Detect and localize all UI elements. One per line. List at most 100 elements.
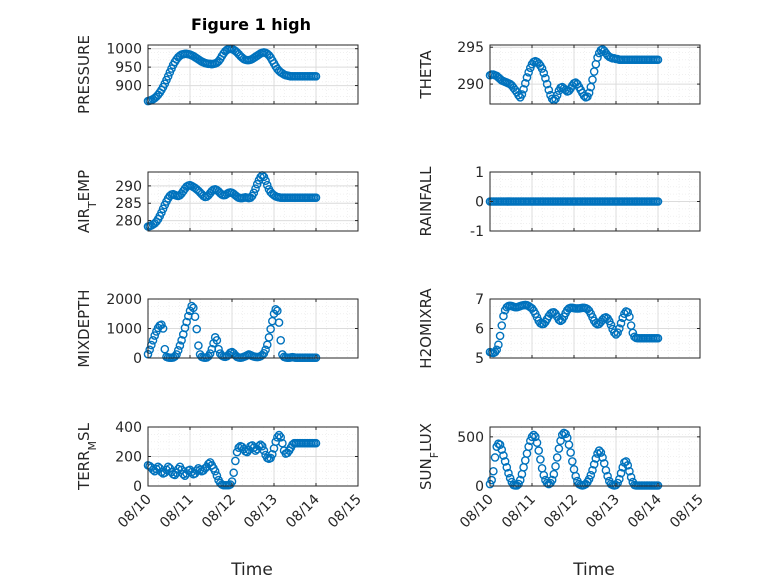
subplot-mixdepth: 0 1000 2000 MIXDEPTH xyxy=(75,289,359,368)
y-tick-label: 0 xyxy=(475,195,484,211)
data-point xyxy=(519,84,528,94)
data-point xyxy=(150,331,160,340)
y-tick-label: 295 xyxy=(457,40,484,56)
axes-box xyxy=(147,44,359,105)
data-point xyxy=(537,64,547,73)
data-point xyxy=(500,457,510,466)
data-point xyxy=(549,469,559,479)
data-point xyxy=(514,479,523,489)
y-axis-label: H2OMIXRA xyxy=(417,288,435,369)
data-point xyxy=(259,446,269,455)
y-tick-label: -1 xyxy=(470,224,484,240)
y-tick-label: 1000 xyxy=(106,42,142,58)
data-point xyxy=(504,468,513,478)
data-point xyxy=(616,468,626,478)
data-point xyxy=(544,85,554,95)
y-tick-label: 1000 xyxy=(106,322,142,338)
subplot-theta: 290 295 THETA xyxy=(417,40,701,105)
y-tick-label: 6 xyxy=(475,322,484,338)
data-point xyxy=(187,301,196,311)
data-point xyxy=(520,79,530,88)
y-tick-label: 290 xyxy=(457,77,484,93)
data-point xyxy=(536,455,545,464)
data-point xyxy=(584,88,594,98)
data-point xyxy=(571,471,580,481)
data-point xyxy=(610,328,619,337)
y-tick-label: 900 xyxy=(115,79,142,95)
data-point xyxy=(534,446,544,455)
data-point xyxy=(210,466,220,476)
y-axis-label: THETA xyxy=(417,50,435,100)
data-point xyxy=(192,324,202,334)
data-point xyxy=(588,465,597,475)
data-point xyxy=(541,73,550,83)
data-point xyxy=(273,306,282,316)
figure-title: Figure 1 high xyxy=(191,15,311,34)
data-point xyxy=(158,324,168,333)
data-point xyxy=(596,448,606,457)
data-point xyxy=(160,344,170,354)
data-point xyxy=(212,335,222,345)
data-point xyxy=(613,328,622,337)
data-point xyxy=(653,197,663,206)
data-point xyxy=(594,446,604,455)
axes-box xyxy=(489,44,701,105)
data-point xyxy=(205,349,215,358)
data-point xyxy=(268,449,277,459)
subplot-pressure: 900 950 1000 PRESSURE xyxy=(75,35,359,114)
data-point xyxy=(623,461,633,470)
data-point xyxy=(194,341,203,350)
data-point xyxy=(234,443,244,452)
y-tick-label: 500 xyxy=(457,430,484,446)
data-point xyxy=(613,478,622,488)
data-point xyxy=(554,444,564,453)
data-point xyxy=(588,75,597,84)
data-point xyxy=(547,475,557,485)
data-point xyxy=(231,456,240,466)
data-point xyxy=(311,193,321,202)
data-point xyxy=(623,307,633,317)
data-point xyxy=(177,335,186,345)
data-point xyxy=(497,445,507,454)
y-axis-label: MIXDEPTH xyxy=(75,289,93,367)
y-tick-label: 280 xyxy=(115,214,142,230)
data-point xyxy=(173,464,183,474)
data-point xyxy=(539,470,549,480)
data-point xyxy=(251,184,260,193)
y-tick-label: 290 xyxy=(115,179,142,195)
data-point xyxy=(212,471,222,480)
data-point xyxy=(625,312,634,322)
data-point xyxy=(145,345,154,355)
data-point xyxy=(487,475,496,485)
data-point xyxy=(173,346,183,355)
data-point xyxy=(175,341,185,350)
data-point xyxy=(586,470,596,480)
data-point xyxy=(589,460,599,469)
data-point xyxy=(527,432,537,442)
data-point xyxy=(621,457,631,466)
data-point xyxy=(499,311,508,321)
data-point xyxy=(551,462,560,471)
y-tick-label: 950 xyxy=(115,60,142,76)
y-axis-label: TERRMSL xyxy=(75,422,99,491)
data-point xyxy=(615,324,624,333)
data-point xyxy=(606,320,616,330)
data-point xyxy=(653,55,663,65)
y-tick-label: 5 xyxy=(475,351,484,367)
data-point xyxy=(274,430,284,440)
y-tick-label: 0 xyxy=(133,351,142,367)
data-point xyxy=(584,474,594,484)
x-axis-label-right: Time xyxy=(572,560,615,580)
data-point xyxy=(163,72,173,81)
data-point xyxy=(214,344,223,354)
y-tick-label: 1 xyxy=(475,165,484,181)
data-point xyxy=(517,90,527,99)
data-point xyxy=(266,324,275,334)
data-point xyxy=(524,442,533,451)
data-point xyxy=(494,340,503,350)
data-point xyxy=(262,180,272,190)
data-point xyxy=(542,79,552,89)
data-point xyxy=(591,318,601,328)
data-point xyxy=(261,345,270,355)
